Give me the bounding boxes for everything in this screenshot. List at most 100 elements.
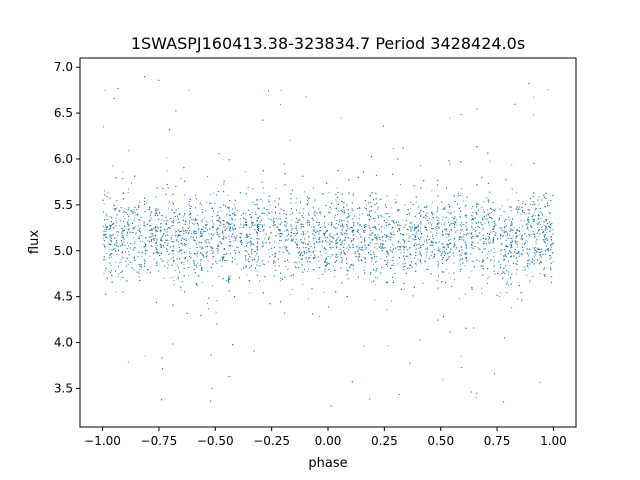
- data-point: [124, 217, 126, 220]
- data-point: [493, 224, 495, 226]
- data-point: [234, 258, 236, 260]
- data-point: [426, 215, 428, 217]
- data-point: [472, 215, 474, 217]
- data-point: [307, 298, 310, 300]
- data-point: [357, 232, 359, 234]
- data-point: [176, 239, 178, 241]
- data-point: [427, 247, 429, 249]
- data-point: [532, 275, 534, 278]
- data-point: [532, 231, 534, 233]
- data-point: [464, 293, 466, 295]
- data-point: [383, 243, 385, 246]
- data-point: [431, 214, 433, 216]
- data-point: [524, 220, 526, 222]
- data-point: [419, 222, 421, 224]
- data-point: [146, 202, 148, 204]
- data-point: [473, 228, 475, 230]
- data-point: [424, 249, 427, 251]
- data-point: [207, 221, 209, 224]
- data-point: [166, 262, 168, 264]
- data-point: [189, 205, 191, 207]
- data-point: [236, 209, 238, 212]
- data-point: [532, 204, 534, 206]
- data-point: [166, 170, 168, 172]
- data-point: [181, 280, 183, 282]
- data-point: [490, 231, 492, 233]
- data-point: [533, 255, 535, 258]
- data-point: [537, 250, 539, 252]
- data-point: [445, 206, 447, 208]
- data-point: [318, 230, 320, 232]
- data-point: [135, 271, 137, 273]
- data-point: [204, 217, 206, 219]
- data-point: [314, 228, 316, 230]
- data-point: [156, 208, 158, 210]
- data-point: [285, 265, 287, 267]
- data-point: [499, 295, 501, 298]
- data-point: [451, 216, 453, 219]
- data-point: [115, 207, 117, 209]
- data-point: [268, 218, 270, 220]
- data-point: [415, 201, 417, 203]
- data-point: [499, 250, 501, 252]
- data-point: [207, 175, 209, 178]
- data-point: [434, 229, 436, 231]
- data-point: [369, 201, 371, 204]
- data-point: [274, 241, 276, 243]
- data-point: [409, 248, 411, 250]
- data-point: [471, 205, 473, 207]
- data-point: [151, 211, 153, 213]
- data-point: [208, 239, 210, 241]
- data-point: [295, 202, 297, 204]
- data-point: [324, 237, 326, 239]
- data-point: [307, 198, 310, 200]
- data-point: [119, 225, 121, 227]
- data-point: [110, 256, 112, 258]
- data-point: [419, 227, 421, 229]
- data-point: [485, 215, 487, 217]
- data-point: [510, 209, 512, 212]
- data-point: [434, 248, 436, 250]
- data-point: [348, 249, 350, 251]
- data-point: [152, 251, 155, 254]
- data-point: [543, 268, 545, 270]
- data-point: [482, 209, 484, 211]
- data-point: [139, 232, 142, 234]
- data-point: [256, 270, 258, 272]
- data-point: [257, 207, 259, 209]
- data-point: [364, 266, 366, 268]
- data-point: [358, 214, 360, 216]
- data-point: [354, 215, 356, 217]
- data-point: [472, 241, 474, 244]
- data-point: [137, 237, 139, 239]
- data-point: [442, 216, 444, 218]
- data-point: [259, 221, 261, 223]
- data-point: [493, 265, 495, 268]
- data-point: [212, 234, 214, 236]
- data-point: [532, 247, 534, 249]
- scatter-points: [102, 76, 554, 407]
- data-point: [480, 287, 483, 289]
- data-point: [540, 256, 542, 258]
- data-point: [431, 219, 433, 221]
- data-point: [267, 199, 269, 201]
- data-point: [121, 256, 123, 258]
- data-point: [475, 397, 477, 399]
- data-point: [211, 248, 213, 250]
- data-point: [329, 263, 331, 265]
- data-point: [325, 241, 327, 243]
- data-point: [206, 220, 208, 223]
- data-point: [499, 226, 501, 228]
- data-point: [352, 192, 354, 194]
- data-point: [198, 227, 200, 229]
- data-point: [183, 244, 185, 246]
- data-point: [390, 237, 392, 239]
- data-point: [160, 231, 162, 233]
- data-point: [105, 236, 107, 239]
- data-point: [163, 247, 165, 249]
- data-point: [355, 235, 357, 238]
- data-point: [407, 229, 410, 231]
- data-point: [522, 269, 524, 271]
- data-point: [488, 276, 490, 278]
- data-point: [471, 208, 473, 210]
